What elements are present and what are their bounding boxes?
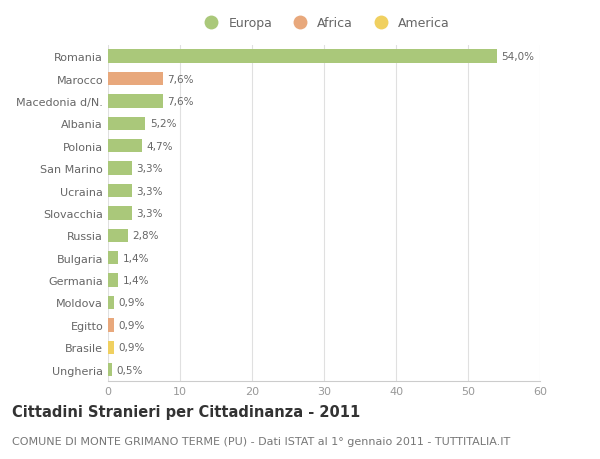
Bar xyxy=(108,363,112,376)
Text: 0,5%: 0,5% xyxy=(116,365,142,375)
Bar xyxy=(108,319,115,332)
Bar xyxy=(108,274,118,287)
Text: 7,6%: 7,6% xyxy=(167,74,194,84)
Text: 4,7%: 4,7% xyxy=(146,141,173,151)
Text: 2,8%: 2,8% xyxy=(133,231,159,241)
Bar xyxy=(108,341,115,354)
Text: Cittadini Stranieri per Cittadinanza - 2011: Cittadini Stranieri per Cittadinanza - 2… xyxy=(12,404,360,419)
Bar xyxy=(108,252,118,265)
Text: 54,0%: 54,0% xyxy=(501,52,534,62)
Text: 3,3%: 3,3% xyxy=(136,208,163,218)
Text: 0,9%: 0,9% xyxy=(119,320,145,330)
Bar xyxy=(108,185,132,198)
Legend: Europa, Africa, America: Europa, Africa, America xyxy=(193,12,455,35)
Bar xyxy=(108,73,163,86)
Bar xyxy=(108,207,132,220)
Bar xyxy=(108,118,145,131)
Bar xyxy=(108,229,128,242)
Bar xyxy=(108,140,142,153)
Text: 5,2%: 5,2% xyxy=(150,119,176,129)
Text: 1,4%: 1,4% xyxy=(122,275,149,285)
Text: 1,4%: 1,4% xyxy=(122,253,149,263)
Text: 0,9%: 0,9% xyxy=(119,342,145,353)
Text: 0,9%: 0,9% xyxy=(119,298,145,308)
Bar xyxy=(108,296,115,309)
Text: 7,6%: 7,6% xyxy=(167,97,194,107)
Text: COMUNE DI MONTE GRIMANO TERME (PU) - Dati ISTAT al 1° gennaio 2011 - TUTTITALIA.: COMUNE DI MONTE GRIMANO TERME (PU) - Dat… xyxy=(12,436,510,446)
Bar xyxy=(108,50,497,64)
Text: 3,3%: 3,3% xyxy=(136,164,163,174)
Bar xyxy=(108,95,163,108)
Bar xyxy=(108,162,132,175)
Text: 3,3%: 3,3% xyxy=(136,186,163,196)
